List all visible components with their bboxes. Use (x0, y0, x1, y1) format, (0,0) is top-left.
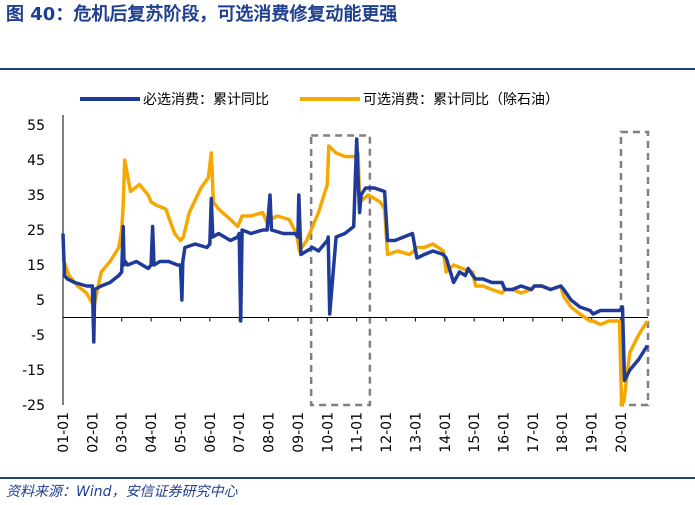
figure-title: 图 40：危机后复苏阶段，可选消费修复动能更强 (6, 4, 398, 25)
x-tick-label: 15-01 (467, 412, 483, 453)
highlight-boxes (309, 130, 650, 407)
y-tick-label: 35 (27, 188, 45, 204)
y-tick-label: 5 (36, 293, 45, 309)
x-tick-label: 19-01 (585, 412, 601, 453)
x-tick-label: 12-01 (379, 412, 395, 453)
y-tick-label: -5 (31, 328, 45, 344)
y-tick-label: 55 (27, 118, 45, 134)
x-tick-label: 05-01 (173, 412, 189, 453)
x-tick-label: 09-01 (291, 412, 307, 453)
x-tick-label: 02-01 (85, 412, 101, 453)
x-tick-label: 11-01 (350, 412, 366, 453)
y-tick-label: 45 (27, 153, 45, 169)
series-lines (61, 137, 649, 407)
x-tick-label: 17-01 (526, 412, 542, 453)
y-tick-label: 15 (27, 258, 45, 274)
y-tick-label: -25 (22, 398, 45, 414)
x-tick-label: 10-01 (320, 412, 336, 453)
legend: 必选消费：累计同比 可选消费：累计同比（除石油） (80, 92, 559, 108)
x-tick-label: 01-01 (56, 412, 72, 453)
y-tick-label: -15 (22, 363, 45, 379)
x-tick-label: 03-01 (115, 412, 131, 453)
x-tick-labels: 01-01 02-01 03-01 04-01 05-01 06-01 07-01 08-01… (56, 317, 630, 453)
y-tick-label: 25 (27, 223, 45, 239)
highlight-box (309, 134, 372, 407)
x-tick-label: 04-01 (144, 412, 160, 453)
source-note: 资料来源：Wind，安信证券研究中心 (6, 484, 238, 500)
legend-label-necessity: 必选消费：累计同比 (143, 92, 269, 108)
x-tick-label: 20-01 (614, 412, 630, 453)
header-divider (0, 68, 695, 70)
x-tick-label: 06-01 (203, 412, 219, 453)
legend-label-discretionary: 可选消费：累计同比（除石油） (363, 92, 559, 108)
x-tick-label: 13-01 (408, 412, 424, 453)
x-tick-label: 07-01 (232, 412, 248, 453)
x-tick-label: 14-01 (438, 412, 454, 453)
axes: 55 45 35 25 15 5 -5 -15 -25 01-01 02-01 03-01 04-01… (22, 115, 648, 453)
y-tick-labels: 55 45 35 25 15 5 -5 -15 -25 (22, 118, 45, 414)
series-line-necessity (61, 137, 649, 383)
highlight-box (619, 130, 650, 407)
x-tick-label: 16-01 (497, 412, 513, 453)
footer-divider (0, 477, 695, 479)
x-tick-label: 08-01 (262, 412, 278, 453)
x-tick-label: 18-01 (555, 412, 571, 453)
